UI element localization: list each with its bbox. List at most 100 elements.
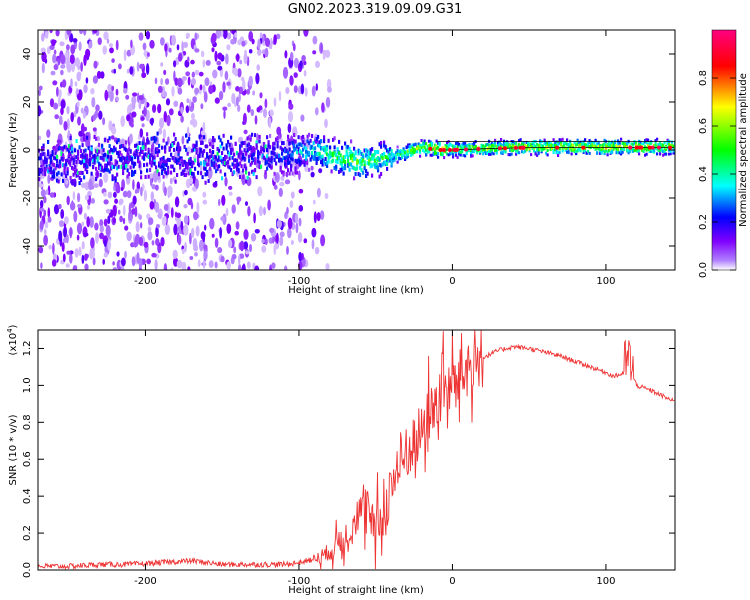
- spectrogram-ridge-cell: [297, 159, 300, 163]
- spectrogram-noise-cell: [60, 107, 64, 115]
- spectrogram-ridge-cell: [399, 152, 402, 156]
- spectrogram-ridge-cell: [611, 144, 614, 148]
- spectrogram-ridge-cell: [318, 155, 321, 160]
- spectrogram-ridge-cell: [66, 171, 69, 176]
- spectrogram-ridge-cell: [248, 154, 251, 159]
- spectrogram-ridge-cell: [135, 152, 138, 157]
- spectrogram-ridge-cell: [377, 156, 380, 160]
- spectrogram-ridge-cell: [138, 163, 141, 168]
- spectrogram-ridge-cell: [560, 138, 563, 142]
- spectrogram-ridge-cell: [429, 142, 432, 146]
- spectrogram-ridge-cell: [594, 138, 597, 142]
- spectrogram-ridge-cell: [446, 147, 449, 151]
- spectrogram-ridge-cell: [210, 151, 213, 155]
- spectrogram-ridge-cell: [201, 140, 204, 145]
- spectrogram-ridge-cell: [56, 154, 59, 159]
- spectrogram-ridge-cell: [552, 148, 555, 152]
- spectrogram-ridge-cell: [336, 150, 339, 154]
- spectrogram-ridge-cell: [189, 171, 192, 175]
- spectrogram-noise-cell: [92, 250, 95, 258]
- spectrogram-ridge-cell: [39, 167, 42, 172]
- spectrogram-noise-cell: [65, 263, 70, 268]
- spectrogram-peak-cell: [438, 148, 443, 152]
- spectrogram-ridge-cell: [642, 150, 645, 153]
- spectrogram-noise-cell: [151, 240, 155, 246]
- spectrogram-noise-cell: [312, 35, 318, 45]
- spectrogram-ridge-cell: [78, 145, 81, 150]
- spectrogram-ridge-cell: [359, 165, 362, 170]
- spectrogram-ridge-cell: [387, 153, 390, 158]
- spectrogram-ridge-cell: [164, 149, 167, 154]
- spectrogram-ridge-cell: [146, 153, 149, 158]
- spectrogram-ridge-cell: [557, 143, 560, 147]
- spectrogram-noise-cell: [166, 114, 171, 127]
- spectrogram-ridge-cell: [224, 154, 227, 159]
- spectrogram-ridge-cell: [309, 144, 312, 149]
- spectrogram-ridge-cell: [294, 146, 297, 151]
- spectrogram-ridge-cell: [266, 154, 269, 159]
- spectrogram-ridge-cell: [413, 150, 416, 154]
- spectrogram-ridge-cell: [528, 147, 531, 151]
- spectrogram-ridge-cell: [362, 155, 365, 160]
- spectrogram-ridge-cell: [356, 166, 359, 171]
- spectrogram-ridge-cell: [402, 153, 405, 157]
- spectrogram-noise-cell: [87, 204, 90, 210]
- spectrogram-ridge-cell: [147, 154, 150, 159]
- spectrogram-ridge-cell: [51, 150, 54, 154]
- spectrogram-noise-cell: [43, 228, 47, 235]
- spectrogram-ridge-cell: [534, 144, 537, 148]
- spectrogram-ridge-cell: [219, 155, 222, 160]
- spectrogram-ridge-cell: [155, 149, 158, 154]
- spectrogram-ridge-cell: [332, 137, 335, 142]
- spectrogram-noise-cell: [74, 81, 78, 87]
- spectrogram-ridge-cell: [314, 153, 317, 158]
- spectrogram-ridge-cell: [149, 155, 152, 160]
- spectrogram-ridge-cell: [390, 163, 393, 168]
- spectrogram-noise-cell: [233, 246, 237, 254]
- spectrogram-noise-cell: [212, 69, 218, 79]
- spectrogram-noise-cell: [173, 223, 178, 236]
- spectrogram-noise-cell: [142, 42, 147, 51]
- spectrogram-ridge-cell: [371, 153, 374, 158]
- spectrogram-ridge-cell: [177, 160, 180, 165]
- spectrogram-noise-cell: [170, 207, 174, 218]
- spectrogram-ridge-cell: [498, 143, 501, 147]
- spectrogram-noise-cell: [60, 54, 66, 65]
- spectrogram-ridge-cell: [336, 147, 339, 152]
- spectrogram-ridge-cell: [425, 153, 428, 157]
- spectrogram-noise-cell: [90, 198, 95, 204]
- spectrogram-noise-cell: [102, 45, 107, 55]
- spectrogram-x-axis-title: Height of straight line (km): [288, 285, 424, 296]
- spectrogram-ridge-cell: [576, 138, 579, 142]
- spectrogram-ridge-cell: [234, 141, 237, 146]
- spectrogram-ridge-cell: [57, 170, 60, 175]
- spectrogram-ridge-cell: [575, 150, 578, 153]
- spectrogram-ridge-cell: [177, 147, 180, 152]
- spectrogram-ridge-cell: [365, 148, 368, 153]
- spectrogram-ridge-cell: [173, 141, 176, 145]
- spectrogram-noise-cell: [187, 56, 190, 63]
- spectrogram-ridge-cell: [48, 155, 51, 160]
- spectrogram-ridge-cell: [56, 178, 59, 183]
- x-tick-label: -200: [134, 276, 157, 287]
- colorbar-tick-label: 0.6: [698, 118, 709, 134]
- spectrogram-ridge-cell: [330, 169, 333, 174]
- spectrogram-ridge-cell: [120, 156, 123, 161]
- spectrogram-ridge-cell: [654, 143, 657, 147]
- spectrogram-ridge-cell: [509, 148, 512, 152]
- spectrogram-ridge-cell: [641, 147, 644, 151]
- spectrogram-noise-cell: [263, 206, 266, 216]
- spectrogram-ridge-cell: [603, 143, 606, 147]
- spectrogram-ridge-cell: [245, 170, 248, 175]
- spectrogram-ridge-cell: [518, 143, 521, 147]
- spectrogram-noise-cell: [40, 47, 46, 53]
- spectrogram-ridge-cell: [261, 154, 264, 159]
- spectrogram-ridge-cell: [92, 165, 95, 170]
- spectrogram-ridge-cell: [312, 146, 315, 151]
- spectrogram-noise-cell: [278, 187, 283, 197]
- spectrogram-ridge-cell: [77, 149, 80, 154]
- spectrogram-noise-cell: [163, 263, 168, 270]
- spectrogram-noise-cell: [250, 233, 257, 242]
- spectrogram-ridge-cell: [239, 150, 242, 155]
- spectrogram-ridge-cell: [269, 145, 272, 150]
